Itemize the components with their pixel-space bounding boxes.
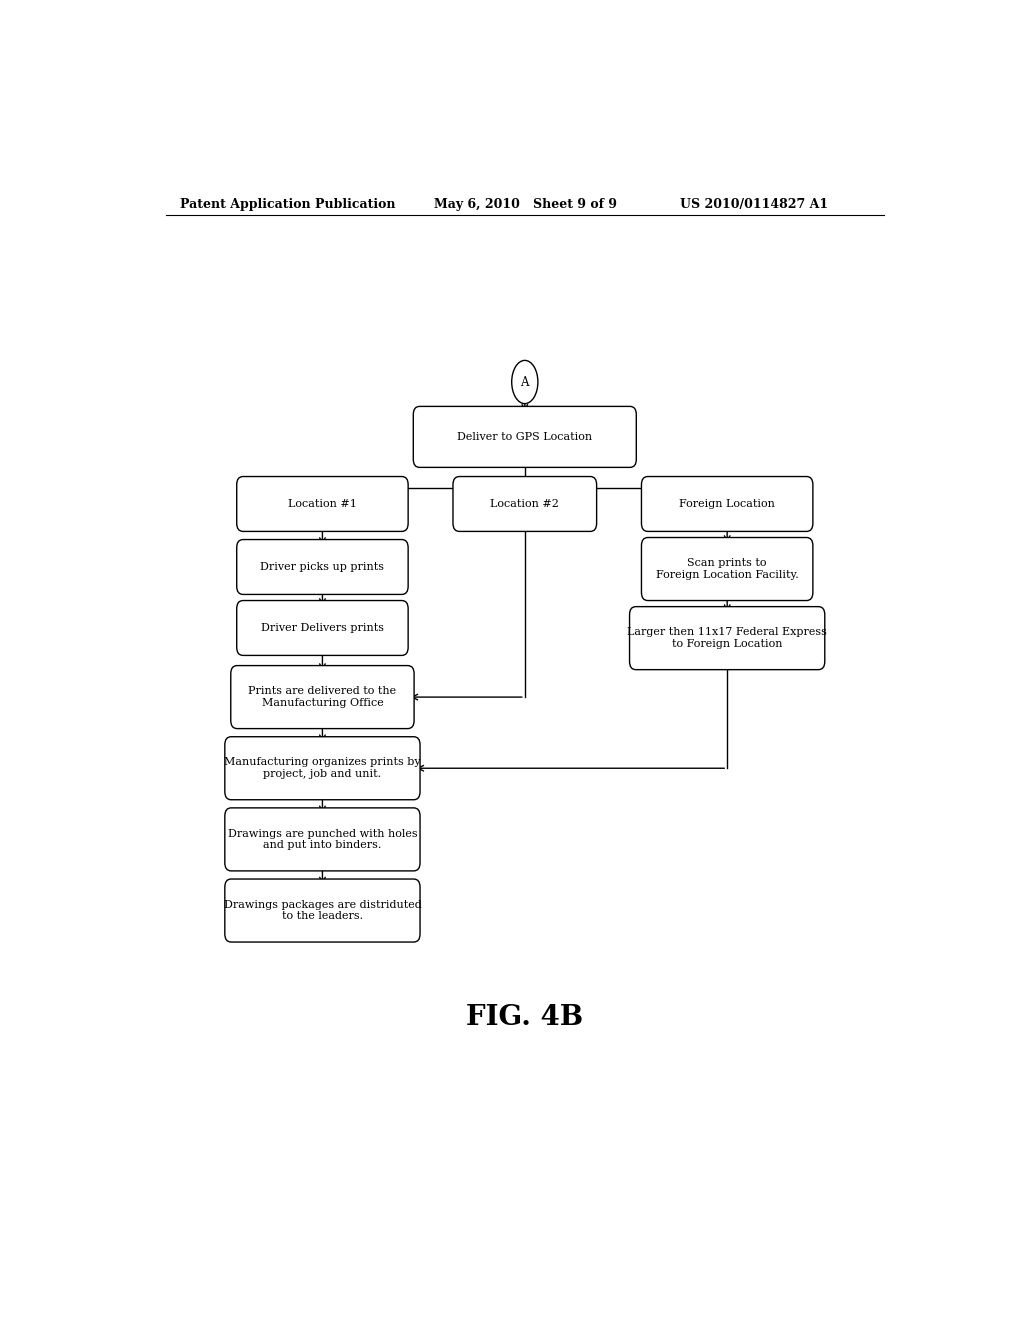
Text: Driver picks up prints: Driver picks up prints bbox=[260, 562, 384, 572]
Text: Location #1: Location #1 bbox=[288, 499, 357, 510]
FancyBboxPatch shape bbox=[237, 477, 409, 532]
Text: Location #2: Location #2 bbox=[490, 499, 559, 510]
Text: Deliver to GPS Location: Deliver to GPS Location bbox=[458, 432, 592, 442]
Text: Drawings are punched with holes
and put into binders.: Drawings are punched with holes and put … bbox=[227, 829, 417, 850]
Ellipse shape bbox=[512, 360, 538, 404]
Text: Larger then 11x17 Federal Express
to Foreign Location: Larger then 11x17 Federal Express to For… bbox=[628, 627, 827, 649]
Text: FIG. 4B: FIG. 4B bbox=[466, 1003, 584, 1031]
Text: Driver Delivers prints: Driver Delivers prints bbox=[261, 623, 384, 634]
Text: US 2010/0114827 A1: US 2010/0114827 A1 bbox=[680, 198, 827, 211]
FancyBboxPatch shape bbox=[225, 879, 420, 942]
Text: Manufacturing organizes prints by
project, job and unit.: Manufacturing organizes prints by projec… bbox=[224, 758, 421, 779]
FancyBboxPatch shape bbox=[414, 407, 636, 467]
Text: Patent Application Publication: Patent Application Publication bbox=[179, 198, 395, 211]
FancyBboxPatch shape bbox=[641, 477, 813, 532]
FancyBboxPatch shape bbox=[630, 607, 824, 669]
Text: Foreign Location: Foreign Location bbox=[679, 499, 775, 510]
Text: Prints are delivered to the
Manufacturing Office: Prints are delivered to the Manufacturin… bbox=[249, 686, 396, 708]
Text: Drawings packages are distriduted
to the leaders.: Drawings packages are distriduted to the… bbox=[223, 900, 421, 921]
Text: May 6, 2010   Sheet 9 of 9: May 6, 2010 Sheet 9 of 9 bbox=[433, 198, 616, 211]
FancyBboxPatch shape bbox=[225, 737, 420, 800]
Text: Scan prints to
Foreign Location Facility.: Scan prints to Foreign Location Facility… bbox=[655, 558, 799, 579]
Text: A: A bbox=[520, 375, 529, 388]
FancyBboxPatch shape bbox=[225, 808, 420, 871]
FancyBboxPatch shape bbox=[641, 537, 813, 601]
FancyBboxPatch shape bbox=[237, 601, 409, 656]
FancyBboxPatch shape bbox=[237, 540, 409, 594]
FancyBboxPatch shape bbox=[453, 477, 597, 532]
FancyBboxPatch shape bbox=[230, 665, 414, 729]
